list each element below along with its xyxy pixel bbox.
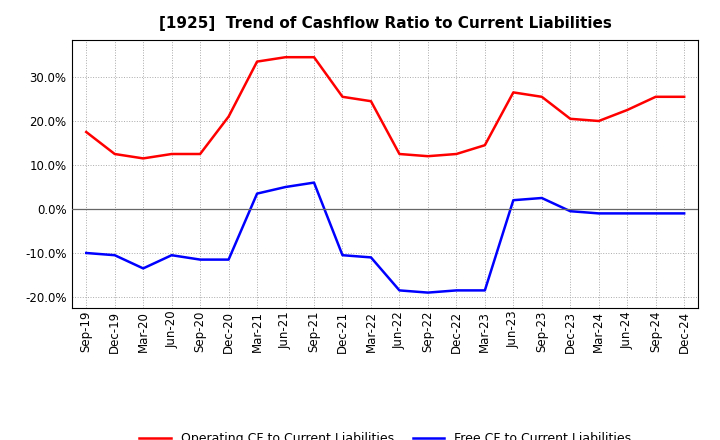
Free CF to Current Liabilities — [110, 253, 119, 258]
Free CF to Current Liabilities — [310, 180, 318, 185]
Free CF to Current Liabilities — [338, 253, 347, 258]
Free CF to Current Liabilities — [652, 211, 660, 216]
Operating CF to Current Liabilities — [480, 143, 489, 148]
Operating CF to Current Liabilities — [595, 118, 603, 124]
Free CF to Current Liabilities — [139, 266, 148, 271]
Free CF to Current Liabilities — [282, 184, 290, 190]
Free CF to Current Liabilities — [680, 211, 688, 216]
Title: [1925]  Trend of Cashflow Ratio to Current Liabilities: [1925] Trend of Cashflow Ratio to Curren… — [159, 16, 611, 32]
Operating CF to Current Liabilities — [338, 94, 347, 99]
Operating CF to Current Liabilities — [310, 55, 318, 60]
Operating CF to Current Liabilities — [110, 151, 119, 157]
Free CF to Current Liabilities — [395, 288, 404, 293]
Free CF to Current Liabilities — [537, 195, 546, 201]
Free CF to Current Liabilities — [196, 257, 204, 262]
Operating CF to Current Liabilities — [196, 151, 204, 157]
Operating CF to Current Liabilities — [366, 99, 375, 104]
Operating CF to Current Liabilities — [623, 107, 631, 113]
Free CF to Current Liabilities — [595, 211, 603, 216]
Operating CF to Current Liabilities — [82, 129, 91, 135]
Free CF to Current Liabilities — [452, 288, 461, 293]
Operating CF to Current Liabilities — [680, 94, 688, 99]
Line: Free CF to Current Liabilities: Free CF to Current Liabilities — [86, 183, 684, 293]
Operating CF to Current Liabilities — [566, 116, 575, 121]
Free CF to Current Liabilities — [509, 198, 518, 203]
Operating CF to Current Liabilities — [423, 154, 432, 159]
Operating CF to Current Liabilities — [452, 151, 461, 157]
Free CF to Current Liabilities — [480, 288, 489, 293]
Operating CF to Current Liabilities — [509, 90, 518, 95]
Free CF to Current Liabilities — [623, 211, 631, 216]
Free CF to Current Liabilities — [225, 257, 233, 262]
Operating CF to Current Liabilities — [225, 114, 233, 119]
Free CF to Current Liabilities — [82, 250, 91, 256]
Operating CF to Current Liabilities — [167, 151, 176, 157]
Free CF to Current Liabilities — [566, 209, 575, 214]
Legend: Operating CF to Current Liabilities, Free CF to Current Liabilities: Operating CF to Current Liabilities, Fre… — [135, 427, 636, 440]
Free CF to Current Liabilities — [167, 253, 176, 258]
Operating CF to Current Liabilities — [139, 156, 148, 161]
Line: Operating CF to Current Liabilities: Operating CF to Current Liabilities — [86, 57, 684, 158]
Operating CF to Current Liabilities — [253, 59, 261, 64]
Operating CF to Current Liabilities — [652, 94, 660, 99]
Operating CF to Current Liabilities — [282, 55, 290, 60]
Free CF to Current Liabilities — [253, 191, 261, 196]
Free CF to Current Liabilities — [366, 255, 375, 260]
Operating CF to Current Liabilities — [395, 151, 404, 157]
Operating CF to Current Liabilities — [537, 94, 546, 99]
Free CF to Current Liabilities — [423, 290, 432, 295]
